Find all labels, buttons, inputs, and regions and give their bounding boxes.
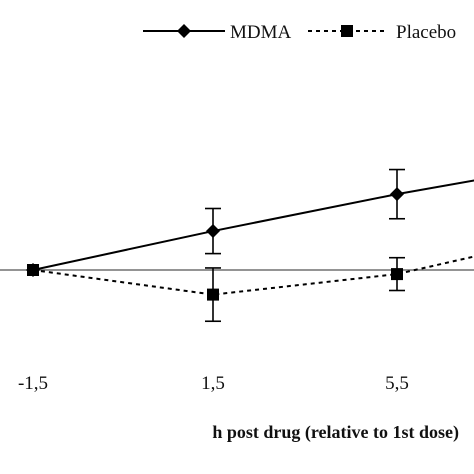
legend-item-placebo: Placebo xyxy=(308,22,456,43)
legend-label-placebo: Placebo xyxy=(396,22,456,43)
legend-item-mdma: MDMA xyxy=(143,22,292,43)
data-point-diamond xyxy=(390,187,404,202)
series-mdma xyxy=(26,168,474,277)
data-point-square xyxy=(391,268,403,281)
data-point-diamond xyxy=(206,224,220,239)
series-line-mdma xyxy=(32,179,474,271)
x-tick-label: 5,5 xyxy=(385,373,409,394)
legend-label-mdma: MDMA xyxy=(230,22,292,43)
x-axis-title: h post drug (relative to 1st dose) xyxy=(212,422,459,443)
data-point-square xyxy=(27,264,39,276)
data-point-square xyxy=(207,288,219,301)
x-tick-label: 1,5 xyxy=(201,373,225,394)
legend: MDMA Placebo xyxy=(143,22,456,43)
legend-marker-diamond xyxy=(177,24,191,38)
legend-marker-square xyxy=(341,25,353,37)
series-line-placebo xyxy=(32,255,474,296)
x-tick-label: -1,5 xyxy=(18,373,48,394)
series-placebo xyxy=(27,255,474,323)
series-layer xyxy=(26,168,474,323)
x-tick-labels: -1,5 1,5 5,5 xyxy=(18,373,409,394)
